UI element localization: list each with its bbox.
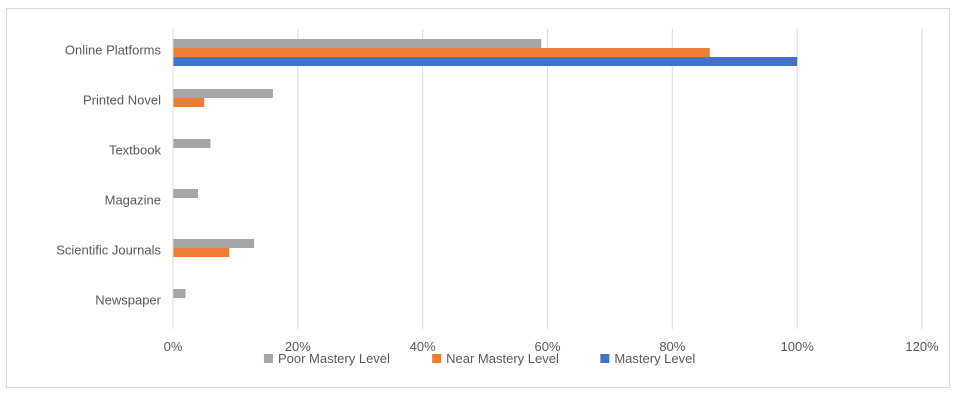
bar-poor-mastery-level-scientific-journals [173,239,255,248]
bar-near-mastery-level-scientific-journals [173,248,230,257]
bars [173,39,798,298]
legend-label-near-mastery-level: Near Mastery Level [446,351,559,366]
category-label-magazine: Magazine [105,193,161,208]
x-tick-label: 20% [285,339,311,354]
x-tick-label: 100% [781,339,815,354]
x-tick-labels: 0% 20% 40% 60% 80% 100% 120% [164,339,939,354]
category-label-textbook: Textbook [109,143,162,158]
bar-near-mastery-level-printed-novel [173,98,205,107]
bar-chart: Online Platforms Printed Novel Textbook Mag… [56,29,939,366]
bar-poor-mastery-level-online-platforms [173,39,542,48]
legend-swatch-mastery-level [600,354,610,363]
bar-mastery-level-online-platforms [173,57,798,66]
chart-frame: Online Platforms Printed Novel Textbook Mag… [6,8,950,388]
category-label-printed-novel: Printed Novel [83,93,161,108]
x-tick-label: 80% [659,339,685,354]
gridlines [297,29,923,329]
bar-near-mastery-level-online-platforms [173,48,710,57]
bar-poor-mastery-level-textbook [173,139,211,148]
x-tick-label: 40% [410,339,436,354]
legend-label-poor-mastery-level: Poor Mastery Level [278,351,390,366]
x-tick-label: 0% [164,339,183,354]
category-labels: Online Platforms Printed Novel Textbook Mag… [56,43,161,308]
bar-poor-mastery-level-printed-novel [173,89,273,98]
bar-poor-mastery-level-magazine [173,189,198,198]
x-tick-label: 60% [534,339,560,354]
legend-swatch-poor-mastery-level [263,354,273,363]
legend: Poor Mastery Level Near Mastery Level Mast… [263,351,695,366]
category-label-scientific-journals: Scientific Journals [56,243,161,258]
legend-label-mastery-level: Mastery Level [614,351,695,366]
x-tick-label: 120% [905,339,939,354]
category-label-online-platforms: Online Platforms [65,43,162,58]
bar-poor-mastery-level-newspaper [173,289,186,298]
legend-swatch-near-mastery-level [432,354,442,363]
category-label-newspaper: Newspaper [95,293,161,308]
